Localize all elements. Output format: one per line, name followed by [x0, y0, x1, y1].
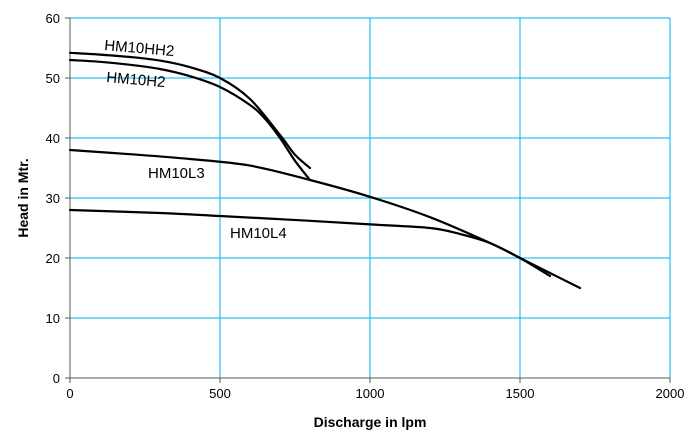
y-tick-label-4: 40 — [46, 131, 60, 146]
x-tick-label-3: 1500 — [506, 386, 535, 401]
y-tick-label-6: 60 — [46, 11, 60, 26]
series-label-hm10hh2: HM10HH2 — [104, 37, 175, 60]
series-layer — [68, 51, 582, 290]
x-tick-label-0: 0 — [66, 386, 73, 401]
y-tick-label-1: 10 — [46, 311, 60, 326]
y-axis-title: Head in Mtr. — [15, 158, 31, 237]
axis-layer — [65, 17, 671, 383]
y-tick-label-2: 20 — [46, 251, 60, 266]
series-label-hm10l3: HM10L3 — [148, 165, 205, 182]
series-label-hm10h2: HM10H2 — [106, 69, 166, 91]
x-axis-title: Discharge in lpm — [314, 414, 427, 430]
y-tick-label-0: 0 — [53, 371, 60, 386]
grid-layer — [69, 17, 671, 379]
y-tick-label-5: 50 — [46, 71, 60, 86]
series-line-hm10l4 — [68, 208, 582, 290]
x-tick-label-1: 500 — [209, 386, 231, 401]
x-tick-label-2: 1000 — [356, 386, 385, 401]
series-label-hm10l4: HM10L4 — [230, 225, 287, 242]
y-tick-label-3: 30 — [46, 191, 60, 206]
label-layer: 0 10 20 30 40 50 60 0 500 1000 1500 2000 HM10HH2 HM10… — [46, 11, 684, 401]
series-line-hm10hh2 — [68, 51, 312, 170]
series-line-hm10h2 — [68, 58, 312, 182]
x-tick-label-4: 2000 — [656, 386, 684, 401]
